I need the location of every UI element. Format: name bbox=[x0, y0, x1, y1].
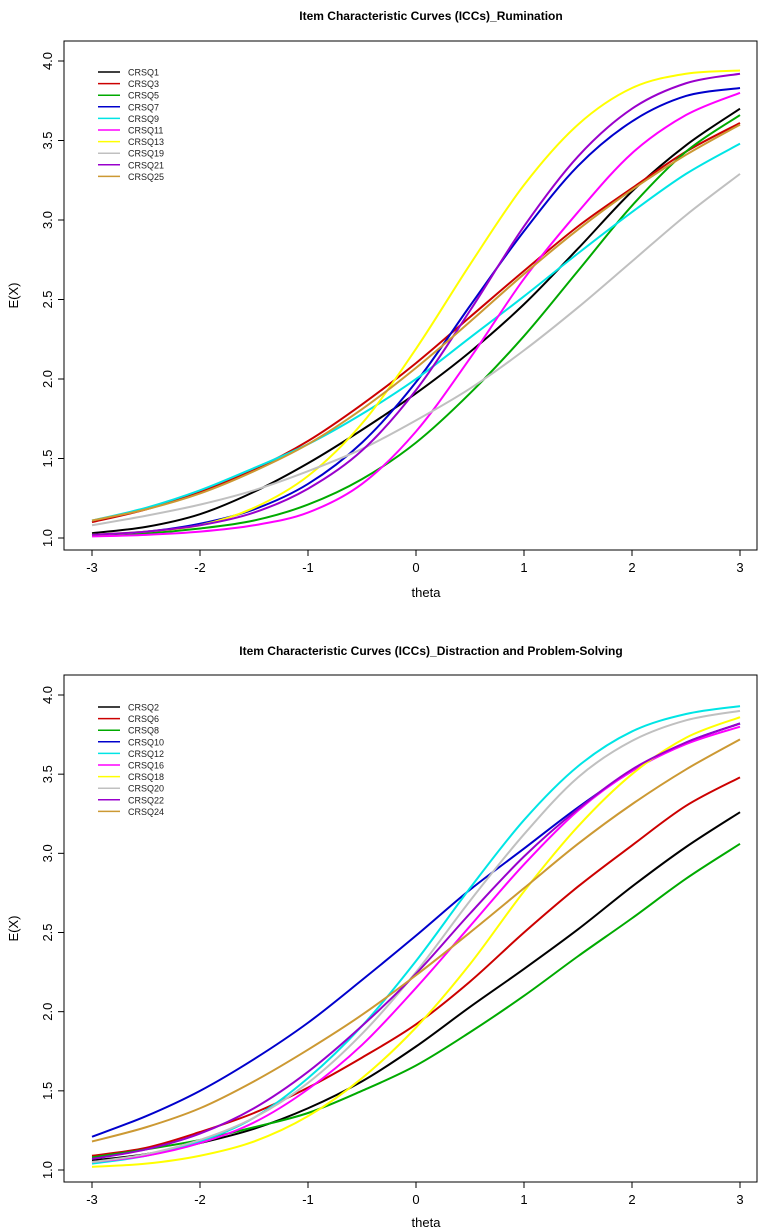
series-line-crsq5 bbox=[91, 114, 741, 536]
y-tick-label: 1.0 bbox=[40, 1161, 55, 1179]
y-axis-label: E(X) bbox=[6, 283, 21, 309]
series-line-crsq3 bbox=[91, 122, 741, 524]
y-tick-label: 4.0 bbox=[40, 52, 55, 70]
chart-title: Item Characteristic Curves (ICCs)_Distra… bbox=[239, 644, 622, 658]
y-tick-label: 2.0 bbox=[40, 1003, 55, 1021]
series-line-crsq1 bbox=[91, 107, 741, 535]
x-tick-label: 0 bbox=[412, 1192, 419, 1207]
y-tick-label: 3.5 bbox=[40, 765, 55, 783]
x-tick-label: 2 bbox=[628, 560, 635, 575]
legend-label: CRSQ22 bbox=[128, 795, 164, 805]
x-tick-label: 0 bbox=[412, 560, 419, 575]
series-line-crsq12 bbox=[91, 705, 741, 1165]
series-line-crsq21 bbox=[91, 72, 741, 536]
series-line-crsq25 bbox=[91, 123, 741, 522]
legend-label: CRSQ25 bbox=[128, 172, 164, 182]
legend-label: CRSQ5 bbox=[128, 91, 159, 101]
legend-label: CRSQ18 bbox=[128, 772, 164, 782]
legend-label: CRSQ6 bbox=[128, 714, 159, 724]
chart-title: Item Characteristic Curves (ICCs)_Rumina… bbox=[299, 9, 562, 23]
series-line-crsq18 bbox=[91, 716, 741, 1168]
legend-label: CRSQ2 bbox=[128, 703, 159, 713]
x-tick-label: -2 bbox=[194, 560, 206, 575]
x-tick-label: -2 bbox=[194, 1192, 206, 1207]
series-line-crsq24 bbox=[91, 738, 741, 1143]
legend-label: CRSQ11 bbox=[128, 126, 163, 136]
series-line-crsq10 bbox=[91, 722, 741, 1138]
legend-label: CRSQ13 bbox=[128, 137, 164, 147]
x-tick-label: 1 bbox=[520, 560, 527, 575]
chart-panel-2: Item Characteristic Curves (ICCs)_Distra… bbox=[6, 644, 758, 1230]
y-tick-label: 2.0 bbox=[40, 370, 55, 388]
series-line-crsq16 bbox=[91, 725, 741, 1164]
legend-label: CRSQ10 bbox=[128, 737, 164, 747]
plot-frame bbox=[63, 40, 758, 551]
legend-label: CRSQ8 bbox=[128, 726, 159, 736]
legend-label: CRSQ9 bbox=[128, 114, 159, 124]
legend-label: CRSQ16 bbox=[128, 761, 164, 771]
y-tick-label: 3.5 bbox=[40, 131, 55, 149]
series-line-crsq2 bbox=[91, 811, 741, 1162]
y-tick-label: 1.0 bbox=[40, 529, 55, 547]
x-tick-label: 3 bbox=[736, 1192, 743, 1207]
x-axis-label: theta bbox=[412, 1215, 442, 1230]
x-tick-label: 2 bbox=[628, 1192, 635, 1207]
x-tick-label: 1 bbox=[520, 1192, 527, 1207]
chart-panel-1: Item Characteristic Curves (ICCs)_Rumina… bbox=[6, 9, 758, 600]
y-tick-label: 2.5 bbox=[40, 923, 55, 941]
y-tick-label: 4.0 bbox=[40, 686, 55, 704]
y-tick-label: 1.5 bbox=[40, 1082, 55, 1100]
legend-label: CRSQ21 bbox=[128, 160, 164, 170]
series-line-crsq11 bbox=[91, 91, 741, 538]
x-tick-label: -1 bbox=[302, 1192, 314, 1207]
x-axis-label: theta bbox=[412, 585, 442, 600]
plot-frame bbox=[63, 674, 758, 1183]
y-tick-label: 2.5 bbox=[40, 290, 55, 308]
series-line-crsq8 bbox=[91, 842, 741, 1159]
legend-label: CRSQ1 bbox=[128, 68, 159, 78]
x-tick-label: -3 bbox=[86, 1192, 98, 1207]
legend-label: CRSQ20 bbox=[128, 784, 164, 794]
y-tick-label: 1.5 bbox=[40, 449, 55, 467]
x-tick-label: -3 bbox=[86, 560, 98, 575]
series-line-crsq19 bbox=[91, 173, 741, 527]
series-line-crsq9 bbox=[91, 142, 741, 522]
series-line-crsq7 bbox=[91, 87, 741, 536]
y-tick-label: 3.0 bbox=[40, 844, 55, 862]
y-tick-label: 3.0 bbox=[40, 211, 55, 229]
series-line-crsq20 bbox=[91, 709, 741, 1164]
legend-label: CRSQ7 bbox=[128, 102, 159, 112]
legend-label: CRSQ12 bbox=[128, 749, 164, 759]
legend-label: CRSQ3 bbox=[128, 79, 159, 89]
series-line-crsq6 bbox=[91, 776, 741, 1157]
legend-label: CRSQ24 bbox=[128, 807, 164, 817]
x-tick-label: -1 bbox=[302, 560, 314, 575]
y-axis-label: E(X) bbox=[6, 916, 21, 942]
legend-label: CRSQ19 bbox=[128, 149, 164, 159]
x-tick-label: 3 bbox=[736, 560, 743, 575]
series-line-crsq22 bbox=[91, 722, 741, 1160]
series-line-crsq13 bbox=[91, 69, 741, 536]
